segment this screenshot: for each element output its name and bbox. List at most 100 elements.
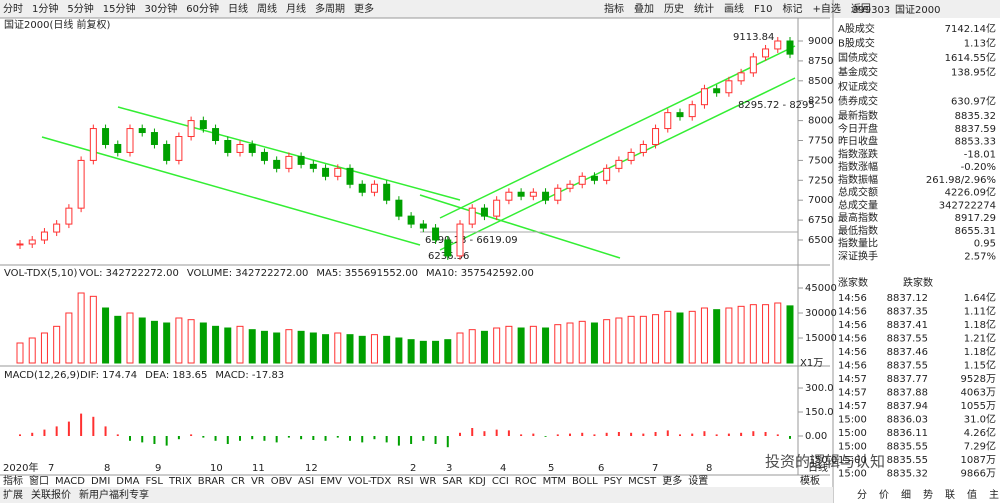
price-label: 7500: [808, 155, 833, 166]
period-button[interactable]: 日线: [228, 2, 248, 15]
tool-button[interactable]: +自选: [812, 2, 840, 15]
candle: [652, 128, 660, 145]
indicator-tab[interactable]: DMI: [91, 476, 110, 487]
candle: [138, 128, 146, 134]
indicator-tab[interactable]: OBV: [271, 476, 292, 487]
footer-bar: [0, 487, 833, 503]
watermark: 投资的逻辑与认知: [765, 453, 885, 471]
candle: [639, 143, 647, 153]
date-label: 8: [706, 463, 712, 474]
indicator-tab[interactable]: MACD: [55, 476, 85, 487]
period-button[interactable]: 周线: [257, 2, 277, 15]
tick-time: 14:56: [838, 307, 867, 318]
candle: [175, 136, 183, 161]
template-button[interactable]: 模板: [800, 474, 820, 487]
period-button[interactable]: 分时: [3, 3, 23, 15]
indicator-field: MA5: 355691552.00: [316, 268, 418, 279]
panel-tab[interactable]: 价: [879, 489, 889, 501]
indicator-tab[interactable]: CCI: [492, 476, 509, 487]
tool-button[interactable]: 标记: [782, 3, 802, 15]
candle: [395, 199, 403, 217]
period-button[interactable]: 多周期: [315, 2, 345, 15]
indicator-tab[interactable]: 设置: [688, 475, 708, 487]
volume-bar: [383, 335, 391, 364]
tool-button[interactable]: 指标: [604, 2, 624, 15]
tick-price: 8837.55: [887, 334, 928, 345]
period-button[interactable]: 5分钟: [67, 2, 93, 15]
panel-tab[interactable]: 细: [901, 488, 911, 501]
panel-tab[interactable]: 联: [945, 489, 955, 501]
candle: [260, 151, 268, 161]
footer-tab[interactable]: 扩展: [3, 488, 23, 501]
indicator-tab[interactable]: SAR: [442, 476, 462, 487]
volume-bar: [334, 332, 342, 364]
panel-tab[interactable]: 主: [989, 489, 999, 501]
indicator-tab[interactable]: ROC: [515, 476, 537, 487]
candle: [407, 215, 415, 225]
candle: [615, 159, 623, 169]
volume-bar: [749, 304, 757, 364]
period-button[interactable]: 60分钟: [186, 2, 219, 15]
period-button[interactable]: 更多: [354, 2, 374, 15]
period-button[interactable]: 30分钟: [144, 2, 177, 15]
indicator-tab[interactable]: RSI: [397, 476, 413, 487]
tool-button[interactable]: 叠加: [634, 3, 654, 15]
macd-label: 150.0: [805, 407, 834, 418]
tool-button[interactable]: 历史: [664, 3, 684, 15]
indicator-tab[interactable]: FSL: [145, 476, 163, 487]
indicator-tab[interactable]: BOLL: [572, 476, 598, 487]
row-value: 8655.31: [955, 226, 996, 237]
indicator-tab[interactable]: EMV: [320, 476, 342, 487]
trend-line: [41, 136, 421, 246]
unit-label: X1万: [800, 358, 823, 369]
candle: [517, 191, 525, 197]
row-value: 8917.29: [955, 213, 996, 224]
indicator-field: VOLUME: 342722272.00: [187, 268, 309, 279]
date-label: 12: [305, 463, 318, 474]
candle: [480, 207, 488, 217]
volume-bar: [578, 320, 586, 364]
period-label: 日线: [808, 461, 828, 474]
tool-button[interactable]: 统计: [694, 2, 714, 15]
footer-tab[interactable]: 关联报价: [31, 488, 71, 501]
volume-bar: [468, 329, 476, 364]
date-label: 10: [210, 463, 223, 474]
indicator-tab[interactable]: VR: [251, 476, 265, 487]
macd-label: 0.00: [805, 431, 827, 442]
period-button[interactable]: 1分钟: [32, 2, 58, 15]
price-label: 7750: [808, 136, 833, 147]
indicator-tab[interactable]: 更多: [662, 474, 682, 487]
indicator-tab[interactable]: WR: [419, 476, 436, 487]
tool-button[interactable]: 画线: [724, 2, 744, 15]
tool-button[interactable]: F10: [754, 4, 772, 15]
panel-tab[interactable]: 势: [923, 488, 933, 501]
row-value: 8835.32: [955, 111, 996, 122]
indicator-tab[interactable]: KDJ: [469, 476, 486, 487]
tick-time: 14:57: [838, 374, 867, 385]
candle: [65, 207, 73, 225]
indicator-tab[interactable]: DMA: [116, 476, 139, 487]
indicator-tab[interactable]: 窗口: [29, 474, 49, 487]
candle: [700, 88, 708, 106]
footer-tab[interactable]: 新用户福利专享: [79, 488, 149, 501]
indicator-tab[interactable]: PSY: [604, 476, 623, 487]
indicator-tab[interactable]: CR: [231, 476, 245, 487]
row-label: B股成交: [838, 37, 875, 50]
panel-tab[interactable]: 值: [967, 488, 977, 501]
volume-bar: [517, 327, 525, 364]
volume-bar: [700, 307, 708, 364]
date-label: 3: [446, 463, 452, 474]
indicator-tab[interactable]: BRAR: [198, 476, 225, 487]
indicator-tab[interactable]: MTM: [543, 476, 566, 487]
breadth-label: 跌家数: [903, 276, 933, 289]
indicator-tab[interactable]: MCST: [628, 476, 657, 487]
indicator-tab[interactable]: VOL-TDX: [348, 476, 391, 487]
indicator-tab[interactable]: 指标: [3, 474, 23, 487]
tool-button[interactable]: 返回: [851, 3, 871, 15]
period-button[interactable]: 月线: [286, 2, 306, 15]
indicator-tab[interactable]: TRIX: [168, 476, 192, 487]
candle: [774, 40, 782, 50]
panel-tab[interactable]: 分: [857, 489, 867, 501]
indicator-tab[interactable]: ASI: [298, 476, 314, 487]
period-button[interactable]: 15分钟: [103, 2, 136, 15]
